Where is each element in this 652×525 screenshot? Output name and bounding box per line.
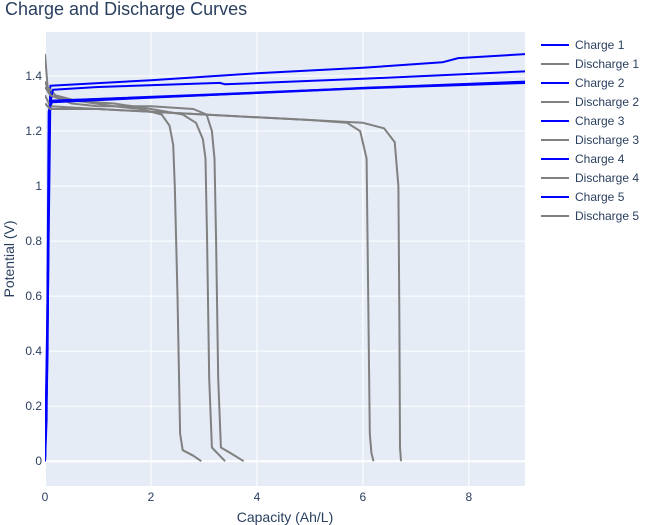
legend-item[interactable]: Discharge 5 bbox=[541, 209, 639, 223]
y-tick-label: 1.2 bbox=[25, 124, 42, 138]
y-tick-label: 0.8 bbox=[25, 234, 42, 248]
legend-item[interactable]: Charge 4 bbox=[541, 152, 625, 166]
legend-label: Charge 3 bbox=[575, 114, 625, 128]
legend-label: Charge 2 bbox=[575, 76, 625, 90]
y-axis-label: Potential (V) bbox=[1, 220, 17, 297]
y-tick-label: 0.4 bbox=[25, 344, 42, 358]
legend-item[interactable]: Charge 1 bbox=[541, 38, 625, 52]
y-tick-label: 1 bbox=[35, 179, 42, 193]
legend-item[interactable]: Charge 3 bbox=[541, 114, 625, 128]
series-line-discharge-5 bbox=[45, 102, 402, 462]
x-tick-label: 2 bbox=[148, 490, 155, 504]
legend-item[interactable]: Charge 5 bbox=[541, 190, 625, 204]
legend-item[interactable]: Discharge 2 bbox=[541, 95, 639, 109]
y-tick-label: 0.2 bbox=[25, 399, 42, 413]
legend-label: Charge 4 bbox=[575, 152, 625, 166]
series-line-discharge-1 bbox=[45, 53, 202, 463]
y-tick-label: 0 bbox=[35, 454, 42, 468]
legend-label: Discharge 4 bbox=[575, 171, 639, 185]
legend-item[interactable]: Discharge 1 bbox=[541, 57, 639, 71]
legend-label: Charge 5 bbox=[575, 190, 625, 204]
legend-item[interactable]: Discharge 3 bbox=[541, 133, 639, 147]
y-tick-label: 0.6 bbox=[25, 289, 42, 303]
x-tick-label: 6 bbox=[360, 490, 367, 504]
legend-label: Charge 1 bbox=[575, 38, 625, 52]
y-tick-label: 1.4 bbox=[25, 69, 42, 83]
x-tick-label: 8 bbox=[465, 490, 472, 504]
x-axis-label: Capacity (Ah/L) bbox=[237, 509, 333, 525]
chart-title: Charge and Discharge Curves bbox=[5, 0, 247, 19]
legend-item[interactable]: Discharge 4 bbox=[541, 171, 639, 185]
legend-label: Discharge 2 bbox=[575, 95, 639, 109]
legend-label: Discharge 1 bbox=[575, 57, 639, 71]
legend-item[interactable]: Charge 2 bbox=[541, 76, 625, 90]
legend-label: Discharge 3 bbox=[575, 133, 639, 147]
series-line-discharge-3 bbox=[45, 86, 245, 463]
legend-label: Discharge 5 bbox=[575, 209, 639, 223]
x-tick-label: 4 bbox=[254, 490, 261, 504]
series-line-charge-5 bbox=[45, 81, 525, 462]
x-tick-label: 0 bbox=[42, 490, 49, 504]
